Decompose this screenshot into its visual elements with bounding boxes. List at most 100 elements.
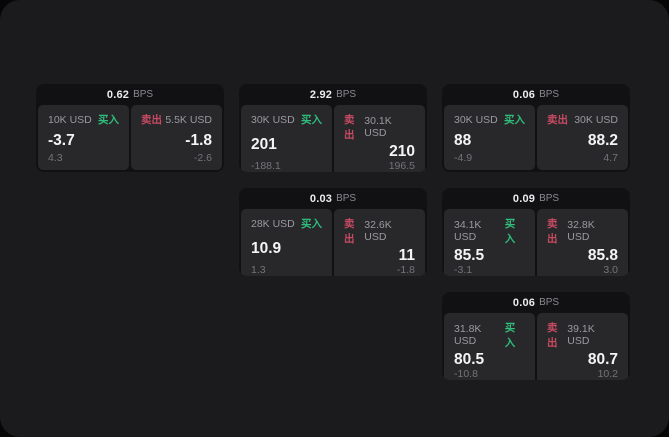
buy-label-row: 34.1K USD 买入 xyxy=(454,216,525,246)
buy-side-label: 买入 xyxy=(504,114,525,126)
buy-label-row: 28K USD 买入 xyxy=(251,216,322,231)
sell-label-row: 卖出 32.6K USD xyxy=(344,216,415,246)
sell-delta: -1.8 xyxy=(396,263,415,276)
sell-label-row: 卖出 30K USD xyxy=(547,112,618,127)
sell-label-row: 卖出 32.8K USD xyxy=(547,216,618,246)
sell-notional-label: 39.1K USD xyxy=(567,323,595,347)
buy-delta: -10.8 xyxy=(454,367,478,380)
sell-delta: -2.6 xyxy=(193,152,212,164)
sell-label-row: 卖出 5.5K USD xyxy=(141,112,212,127)
sell-price: 210 xyxy=(389,143,415,160)
bps-value: 2.92 xyxy=(309,88,333,101)
bps-unit: BPS xyxy=(539,297,560,308)
buy-delta: -3.1 xyxy=(454,263,473,276)
quote-panels: 30K USD 买入 201 -188.1 卖出 30.1K USD 210 1… xyxy=(239,105,427,172)
buy-label-row: 31.8K USD 买入 xyxy=(454,320,525,350)
buy-notional-label: 31.8K USD xyxy=(454,323,482,347)
sell-quote-panel[interactable]: 卖出 30K USD 88.2 4.7 xyxy=(537,105,628,170)
sell-notional-label: 30.1K USD xyxy=(364,115,392,139)
bps-unit: BPS xyxy=(336,89,357,100)
buy-quote-panel[interactable]: 31.8K USD 买入 80.5 -10.8 xyxy=(444,313,535,380)
quote-card-4: 0.03 BPS 28K USD 买入 10.9 1.3 卖出 32.6K US… xyxy=(239,188,427,276)
sell-notional-label: 32.8K USD xyxy=(567,219,595,243)
sell-price: 88.2 xyxy=(587,131,618,149)
sell-quote-panel[interactable]: 卖出 32.6K USD 11 -1.8 xyxy=(334,209,425,276)
buy-side-label: 买入 xyxy=(301,114,322,126)
quote-card-5: 0.09 BPS 34.1K USD 买入 85.5 -3.1 卖出 32.8K… xyxy=(442,188,630,276)
buy-label-row: 30K USD 买入 xyxy=(454,112,525,127)
sell-side-label: 卖出 xyxy=(547,322,558,349)
buy-notional-label: 10K USD xyxy=(48,113,92,126)
sell-side-label: 卖出 xyxy=(141,114,162,126)
bps-header: 0.06 BPS xyxy=(442,84,630,105)
sell-quote-panel[interactable]: 卖出 39.1K USD 80.7 10.2 xyxy=(537,313,628,380)
buy-delta: 4.3 xyxy=(48,152,63,164)
buy-quote-panel[interactable]: 34.1K USD 买入 85.5 -3.1 xyxy=(444,209,535,276)
sell-quote-panel[interactable]: 卖出 30.1K USD 210 196.5 xyxy=(334,105,425,172)
buy-quote-panel[interactable]: 28K USD 买入 10.9 1.3 xyxy=(241,209,332,276)
bps-value: 0.03 xyxy=(309,192,333,205)
quote-panels: 30K USD 买入 88 -4.9 卖出 30K USD 88.2 4.7 xyxy=(442,105,630,172)
buy-quote-panel[interactable]: 10K USD 买入 -3.7 4.3 xyxy=(38,105,129,170)
bps-header: 2.92 BPS xyxy=(239,84,427,105)
buy-delta: -4.9 xyxy=(454,152,473,164)
buy-side-label: 买入 xyxy=(504,322,516,349)
quote-card-2: 2.92 BPS 30K USD 买入 201 -188.1 卖出 30.1K … xyxy=(239,84,427,172)
sell-price: 11 xyxy=(398,247,415,264)
buy-label-row: 10K USD 买入 xyxy=(48,112,119,127)
bps-unit: BPS xyxy=(539,89,560,100)
bps-header: 0.62 BPS xyxy=(36,84,224,105)
quote-panels: 34.1K USD 买入 85.5 -3.1 卖出 32.8K USD 85.8… xyxy=(442,209,630,276)
sell-quote-panel[interactable]: 卖出 5.5K USD -1.8 -2.6 xyxy=(131,105,222,170)
buy-price: 201 xyxy=(251,135,277,153)
sell-delta: 4.7 xyxy=(603,152,618,164)
buy-notional-label: 34.1K USD xyxy=(454,219,482,243)
sell-notional-label: 5.5K USD xyxy=(165,113,212,126)
buy-label-row: 30K USD 买入 xyxy=(251,112,322,127)
bps-unit: BPS xyxy=(133,89,154,100)
sell-notional-label: 30K USD xyxy=(574,113,618,126)
buy-quote-panel[interactable]: 30K USD 买入 201 -188.1 xyxy=(241,105,332,172)
buy-delta: 1.3 xyxy=(251,263,266,276)
sell-notional-label: 32.6K USD xyxy=(364,219,392,243)
buy-quote-panel[interactable]: 30K USD 买入 88 -4.9 xyxy=(444,105,535,170)
bps-header: 0.06 BPS xyxy=(442,292,630,313)
sell-price: 85.8 xyxy=(587,247,618,264)
buy-notional-label: 30K USD xyxy=(251,113,295,126)
buy-price: 10.9 xyxy=(251,239,282,257)
sell-price: 80.7 xyxy=(587,351,618,368)
quote-grid: 0.62 BPS 10K USD 买入 -3.7 4.3 卖出 5.5K USD xyxy=(36,84,630,380)
buy-price: -3.7 xyxy=(48,131,75,149)
bps-unit: BPS xyxy=(539,193,560,204)
buy-side-label: 买入 xyxy=(98,114,119,126)
bps-value: 0.06 xyxy=(512,88,536,101)
buy-price: 88 xyxy=(454,131,472,149)
sell-delta: 10.2 xyxy=(597,367,618,380)
sell-label-row: 卖出 30.1K USD xyxy=(344,112,415,142)
buy-delta: -188.1 xyxy=(251,159,281,172)
sell-label-row: 卖出 39.1K USD xyxy=(547,320,618,350)
buy-side-label: 买入 xyxy=(504,218,516,245)
buy-notional-label: 28K USD xyxy=(251,217,295,230)
quote-card-1: 0.62 BPS 10K USD 买入 -3.7 4.3 卖出 5.5K USD xyxy=(36,84,224,172)
bps-value: 0.06 xyxy=(512,296,536,309)
quote-panels: 31.8K USD 买入 80.5 -10.8 卖出 39.1K USD 80.… xyxy=(442,313,630,380)
bps-header: 0.03 BPS xyxy=(239,188,427,209)
buy-price: 80.5 xyxy=(454,351,485,368)
sell-side-label: 卖出 xyxy=(344,114,355,141)
sell-side-label: 卖出 xyxy=(344,218,355,245)
buy-side-label: 买入 xyxy=(301,218,322,230)
buy-notional-label: 30K USD xyxy=(454,113,498,126)
quote-panels: 10K USD 买入 -3.7 4.3 卖出 5.5K USD -1.8 -2.… xyxy=(36,105,224,172)
sell-quote-panel[interactable]: 卖出 32.8K USD 85.8 3.0 xyxy=(537,209,628,276)
bps-value: 0.09 xyxy=(512,192,536,205)
sell-price: -1.8 xyxy=(185,131,212,149)
sell-side-label: 卖出 xyxy=(547,114,568,126)
sell-side-label: 卖出 xyxy=(547,218,558,245)
bps-unit: BPS xyxy=(336,193,357,204)
sell-delta: 3.0 xyxy=(603,263,618,276)
bps-header: 0.09 BPS xyxy=(442,188,630,209)
bps-value: 0.62 xyxy=(106,88,130,101)
buy-price: 85.5 xyxy=(454,247,485,264)
